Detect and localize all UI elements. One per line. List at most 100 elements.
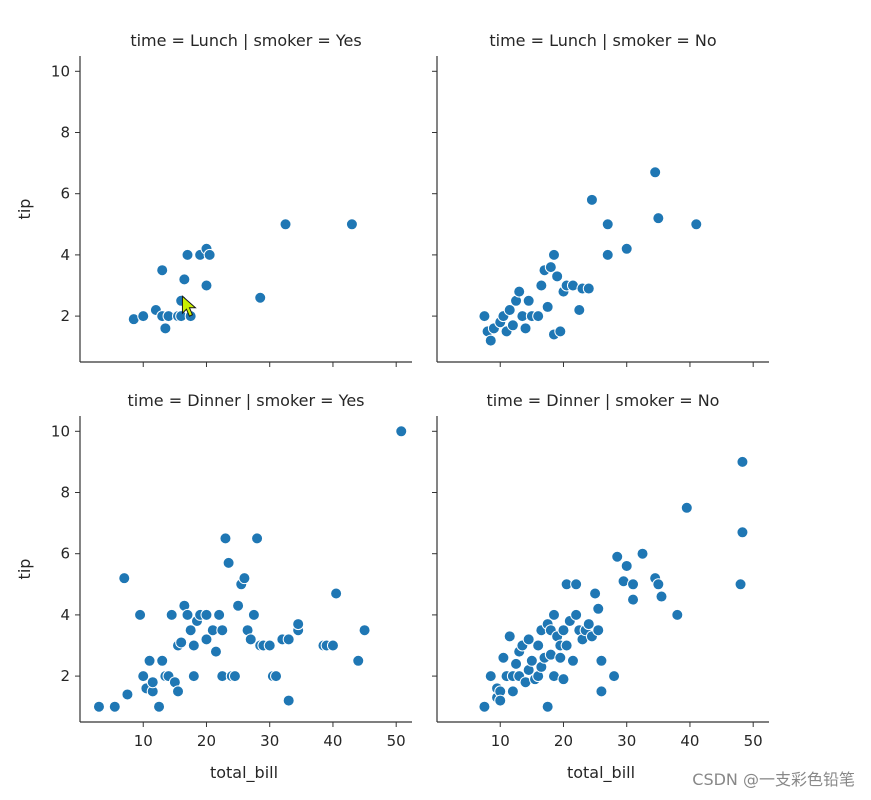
x-tick-label: 30 <box>260 732 279 750</box>
data-point <box>395 425 408 438</box>
data-point <box>247 608 260 621</box>
data-point <box>118 572 131 585</box>
data-point <box>270 670 283 683</box>
facet-panel-3: time = Dinner | smoker = Yes 2 4 6 8 10 10 20 30… <box>15 391 412 783</box>
data-point <box>570 578 583 591</box>
data-point <box>595 654 608 667</box>
data-point <box>121 688 134 701</box>
x-tick-label: 30 <box>617 732 636 750</box>
y-tick-label: 10 <box>51 422 70 440</box>
facet-panel-2: time = Lunch | smoker = No <box>432 31 769 367</box>
data-point <box>554 651 567 664</box>
data-point <box>292 618 305 631</box>
y-tick-label: 10 <box>51 62 70 80</box>
data-point <box>557 624 570 637</box>
data-point <box>203 248 216 261</box>
x-tick-label: 10 <box>491 732 510 750</box>
data-point <box>601 248 614 261</box>
data-point <box>513 285 526 298</box>
data-point <box>592 624 605 637</box>
data-point <box>655 590 668 603</box>
data-point <box>228 670 241 683</box>
y-tick-label: 6 <box>60 545 70 563</box>
data-point <box>582 618 595 631</box>
data-point <box>254 291 267 304</box>
data-point <box>525 654 538 667</box>
data-point <box>627 593 640 606</box>
data-point <box>541 700 554 713</box>
data-point <box>326 639 339 652</box>
data-point <box>532 639 545 652</box>
x-tick-label: 50 <box>387 732 406 750</box>
data-point <box>535 279 548 292</box>
data-point <box>532 310 545 323</box>
y-tick-label: 4 <box>60 246 70 264</box>
y-tick-label: 2 <box>60 667 70 685</box>
y-tick-label: 2 <box>60 307 70 325</box>
data-point <box>649 166 662 179</box>
data-point <box>484 670 497 683</box>
data-point <box>557 673 570 686</box>
x-tick-label: 50 <box>744 732 763 750</box>
data-point <box>143 654 156 667</box>
data-point <box>736 526 749 539</box>
data-point <box>263 639 276 652</box>
data-point <box>627 578 640 591</box>
mouse-cursor-icon <box>181 295 197 317</box>
data-point <box>282 694 295 707</box>
data-point <box>478 310 491 323</box>
data-point <box>175 636 188 649</box>
data-point <box>134 608 147 621</box>
panel-title: time = Lunch | smoker = Yes <box>130 31 361 50</box>
data-point <box>541 300 554 313</box>
data-point <box>522 633 535 646</box>
y-tick-label: 4 <box>60 606 70 624</box>
data-point <box>200 633 213 646</box>
data-point <box>345 218 358 231</box>
y-tick-label: 8 <box>60 484 70 502</box>
data-point <box>244 633 257 646</box>
data-point <box>159 322 172 335</box>
data-point <box>652 578 665 591</box>
data-point <box>330 587 343 600</box>
data-point <box>601 218 614 231</box>
data-point <box>181 248 194 261</box>
data-point <box>519 322 532 335</box>
data-point <box>184 624 197 637</box>
data-point <box>680 501 693 514</box>
data-point <box>187 639 200 652</box>
x-tick-label: 10 <box>134 732 153 750</box>
data-point <box>620 559 633 572</box>
data-point <box>522 294 535 307</box>
data-point <box>547 248 560 261</box>
data-point <box>484 334 497 347</box>
data-point <box>137 310 150 323</box>
data-point <box>611 550 624 563</box>
data-point <box>187 670 200 683</box>
data-point <box>282 633 295 646</box>
data-point <box>570 608 583 621</box>
data-point <box>172 685 185 698</box>
panel-title: time = Lunch | smoker = No <box>489 31 716 50</box>
data-point <box>352 654 365 667</box>
data-point <box>200 608 213 621</box>
data-point <box>251 532 264 545</box>
data-point <box>219 532 232 545</box>
data-point <box>560 639 573 652</box>
data-point <box>146 676 159 689</box>
watermark: CSDN @一支彩色铅笔 <box>692 770 855 789</box>
data-point <box>478 700 491 713</box>
data-point <box>165 608 178 621</box>
data-point <box>506 685 519 698</box>
data-point <box>209 645 222 658</box>
data-point <box>108 700 121 713</box>
data-point <box>636 547 649 560</box>
data-point <box>238 572 251 585</box>
facet-panel-4: time = Dinner | smoker = No 10 20 30 40 50 tot… <box>432 391 769 783</box>
data-point <box>156 264 169 277</box>
y-tick-label: 8 <box>60 124 70 142</box>
data-point <box>181 608 194 621</box>
data-point <box>213 608 226 621</box>
data-point <box>671 608 684 621</box>
